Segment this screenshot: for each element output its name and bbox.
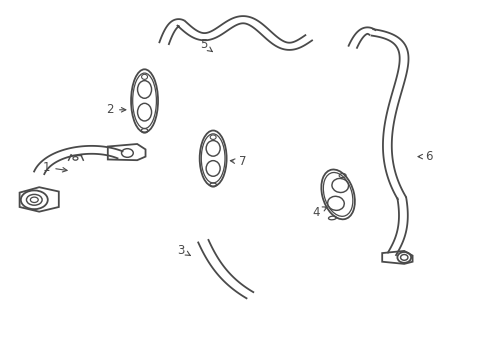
Text: 7: 7 bbox=[230, 156, 246, 168]
Text: 1: 1 bbox=[43, 161, 67, 174]
Text: 3: 3 bbox=[177, 244, 191, 257]
Text: 2: 2 bbox=[106, 103, 126, 116]
Text: 4: 4 bbox=[312, 206, 327, 219]
Text: 6: 6 bbox=[418, 150, 433, 163]
Text: 5: 5 bbox=[199, 39, 212, 51]
